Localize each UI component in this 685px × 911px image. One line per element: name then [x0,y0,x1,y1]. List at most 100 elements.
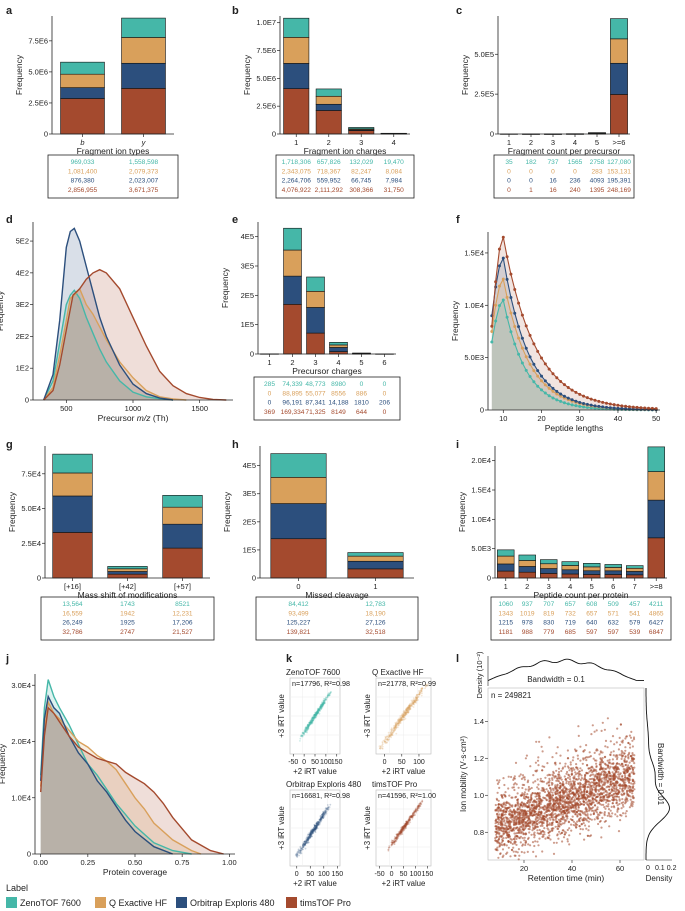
mobility-point [567,782,570,786]
point-f [494,303,498,307]
irt-point [316,712,318,714]
point-f [517,336,521,340]
irt-point [424,687,426,690]
irt-point [298,854,300,857]
table-cell: 71,325 [305,409,326,416]
irt-point [305,726,308,729]
irt-point [322,814,325,817]
mobility-point [581,810,584,813]
bar-i-2 [540,563,558,569]
mobility-point [611,782,615,785]
y-tick-label: 5E2 [16,237,29,246]
irt-point [418,693,420,696]
mobility-point [512,786,516,789]
table-cell: 886 [356,390,367,397]
mobility-point [494,848,497,851]
mobility-point [554,825,557,828]
irt-point [408,704,410,707]
irt-point [395,722,398,724]
y-tick-label: 3E5 [243,489,256,498]
mobility-point [585,827,588,830]
irt-point [415,697,417,700]
mobility-point [611,758,615,761]
table-cell: 132,029 [349,159,373,166]
point-f [505,295,509,299]
irt-point [310,721,313,724]
mobility-point [544,776,547,779]
bar-b-1 [315,110,342,135]
irt-point [305,728,307,731]
mobility-point [561,840,564,843]
mobility-point [560,789,563,792]
irt-point [407,706,409,708]
irt-point [329,691,332,694]
mobility-point [498,828,501,831]
mobility-point [600,836,603,839]
mobility-point [507,833,510,836]
mobility-point [518,775,521,778]
irt-point [416,698,419,701]
mobility-point [608,788,611,791]
mobility-point [537,756,540,759]
mobility-point [572,810,575,813]
x-tick-label: 4 [336,358,340,367]
x-tick-label: 0.25 [81,858,96,867]
irt-point [404,710,406,713]
mobility-point [595,800,598,803]
irt-point [387,731,390,734]
mobility-point [515,835,519,838]
irt-point [398,719,401,721]
irt-point [304,843,306,846]
mobility-point [617,777,620,780]
mobility-point [562,813,565,816]
irt-point [324,701,326,703]
irt-point [415,698,417,701]
line-j [40,694,173,855]
mobility-point [496,849,499,852]
irt-point [399,720,402,723]
irt-point [379,745,382,748]
point-f [608,406,612,410]
mobility-point [557,775,560,778]
irt-point [394,726,396,729]
point-f [559,394,563,398]
irt-point [310,721,312,724]
mobility-point [607,808,611,811]
y-tick-label: 0 [480,406,484,415]
mobility-point [547,795,550,798]
irt-point [387,735,390,737]
mobility-point [559,786,562,789]
irt-point [311,831,314,834]
y-tick-label: 1.5E4 [471,486,491,495]
irt-point [396,833,398,836]
mobility-point [498,786,501,790]
bar-i-5 [604,567,622,572]
irt-point [310,721,312,724]
mobility-point [590,766,593,769]
mobility-point [545,788,548,791]
irt-point [420,690,423,692]
panel-letter-e: e [232,214,238,226]
mobility-point [552,798,555,801]
irt-point [307,727,310,729]
mobility-point [576,802,579,805]
irt-point [313,716,316,719]
irt-point [309,835,311,837]
y-tick-label: 7.5E4 [21,469,41,478]
irt-point [327,806,329,809]
mobility-point [614,782,617,785]
density-top-label: Density (10⁻²) [475,651,484,698]
mobility-point [551,787,554,790]
irt-point [404,709,407,712]
mobility-point [564,831,568,834]
mobility-point [628,785,632,789]
table-cell: 719 [565,620,576,627]
point-f [566,402,570,406]
mobility-point [595,765,598,769]
mobility-point [624,749,627,752]
irt-point [407,708,409,710]
irt-point [303,730,306,733]
irt-point [406,711,409,713]
mobility-point [624,769,627,772]
